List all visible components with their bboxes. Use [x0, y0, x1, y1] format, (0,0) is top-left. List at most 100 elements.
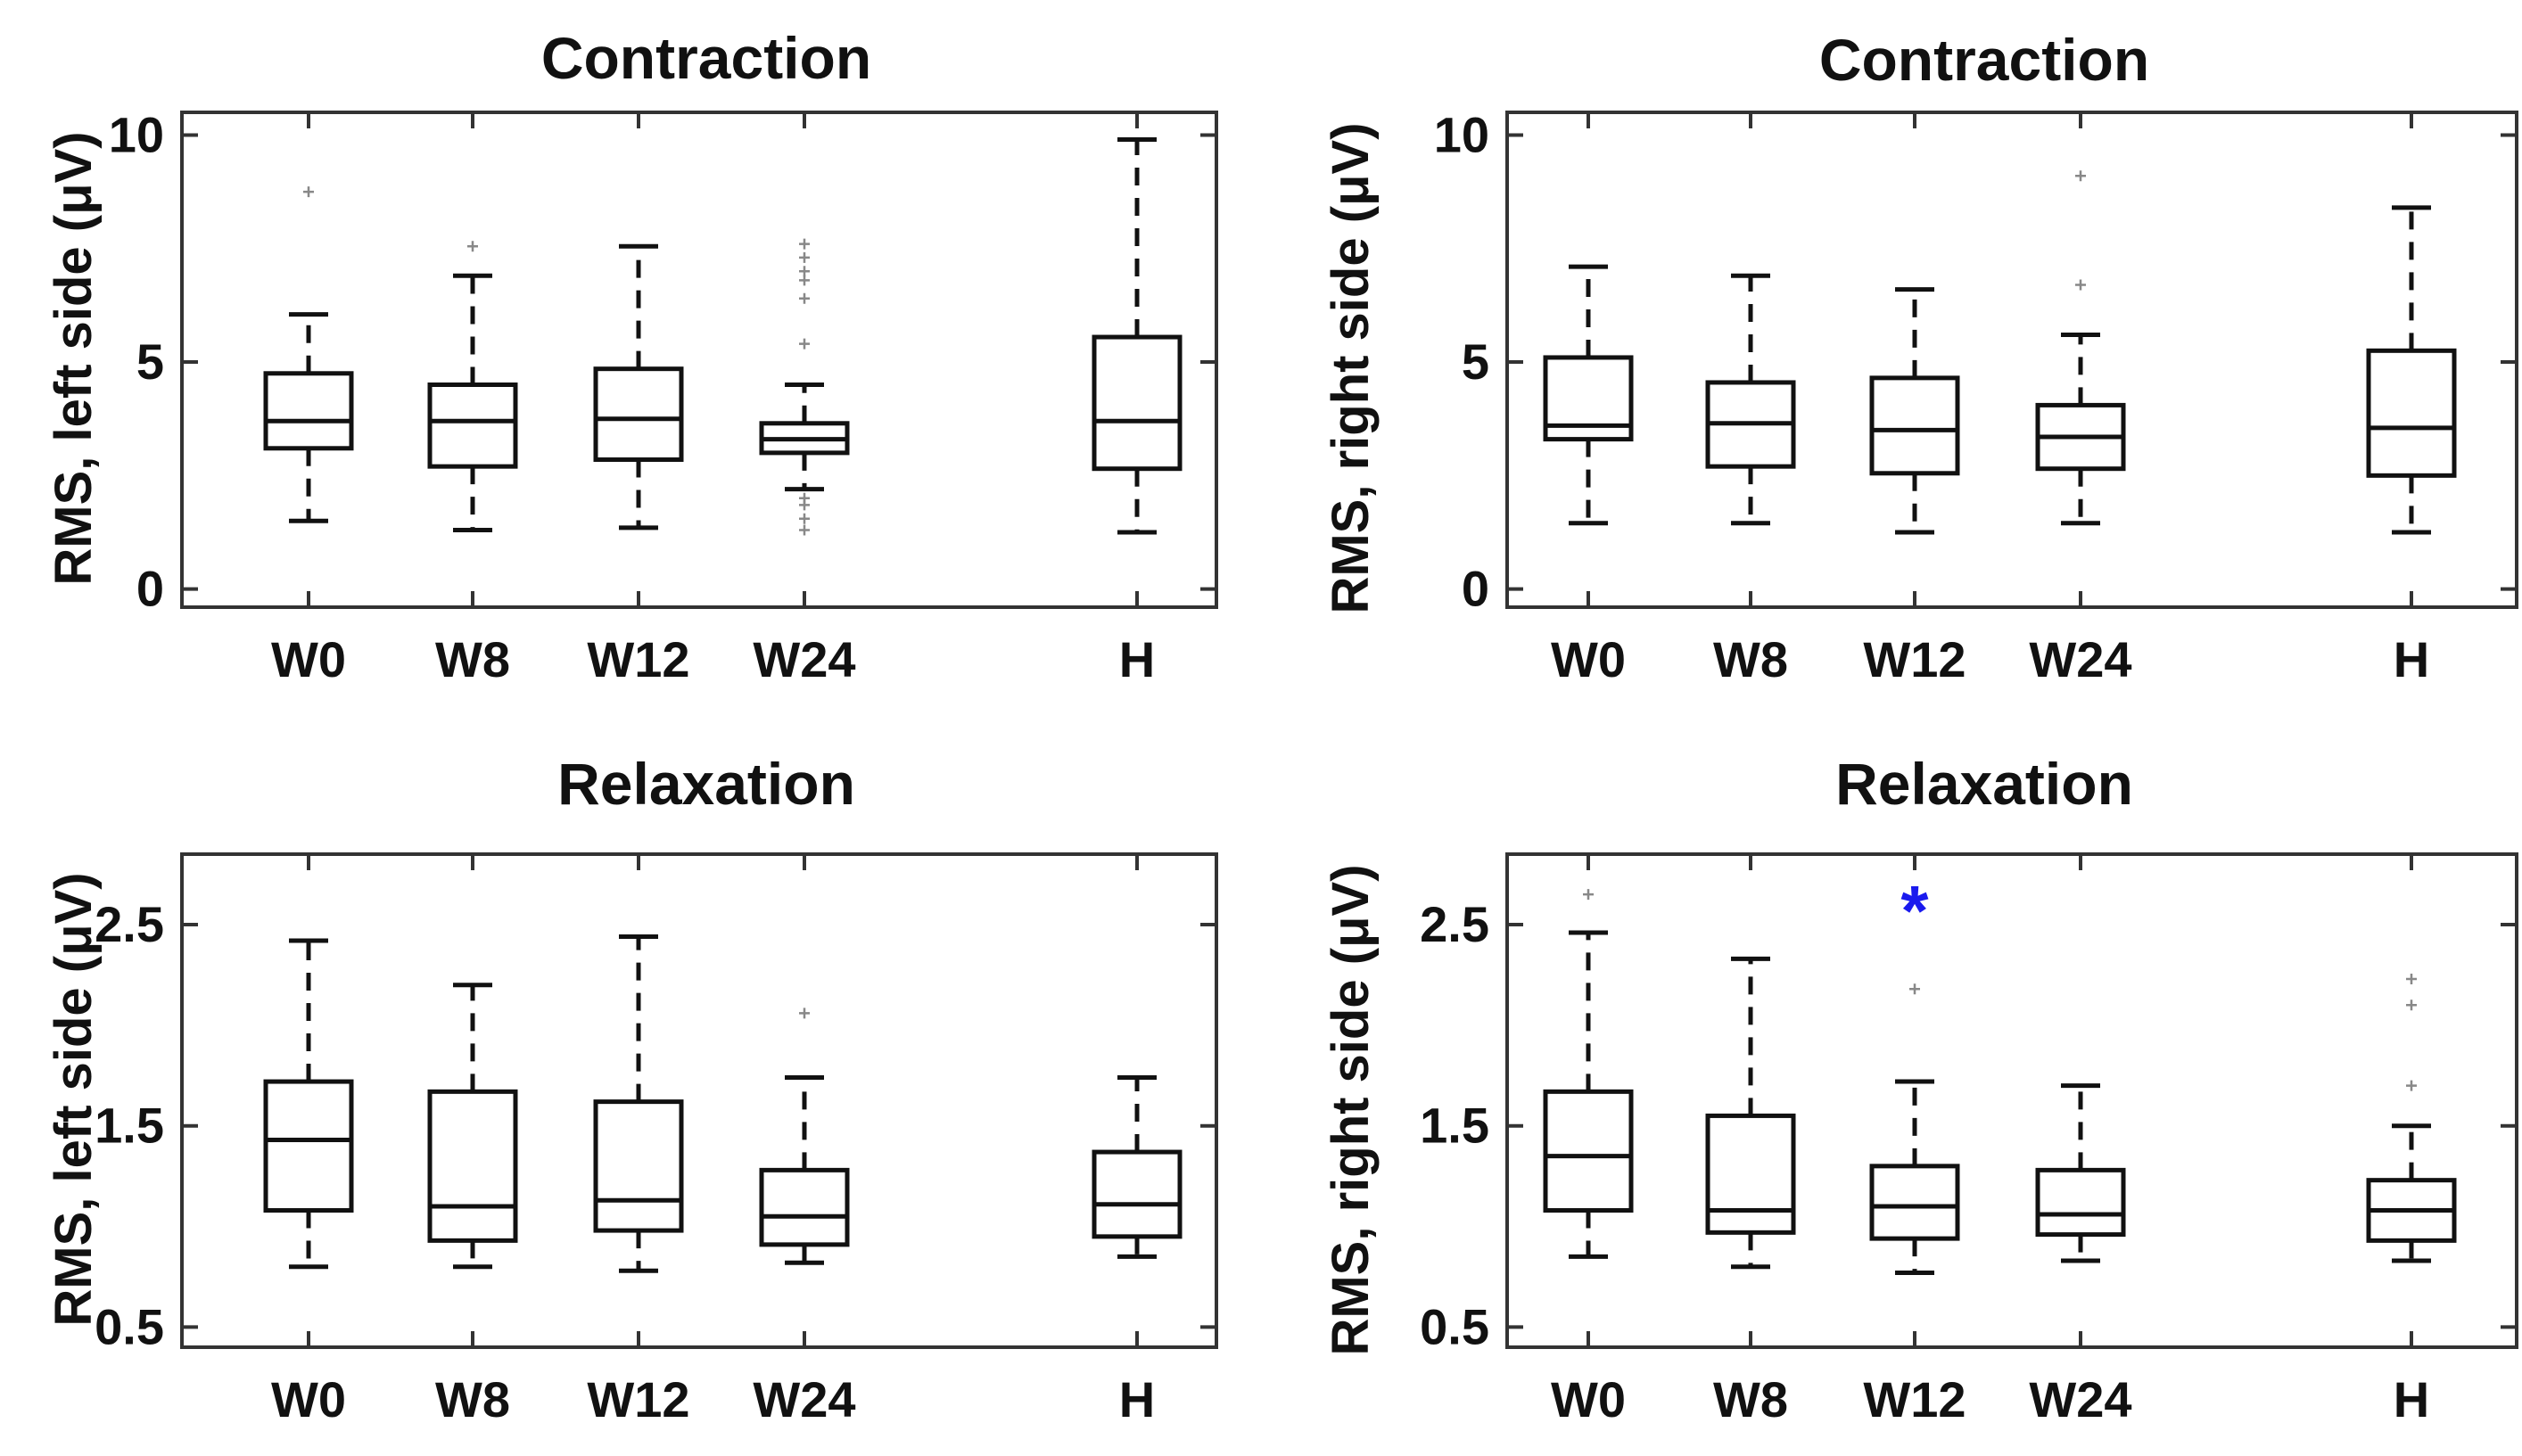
plot-marks: [1543, 170, 2457, 535]
y-tick-label: 5: [136, 333, 164, 390]
y-tick-label: 2.5: [1420, 896, 1489, 952]
iqr-box: [427, 383, 518, 469]
outlier-marker: [799, 513, 810, 524]
y-tick-label: 2.5: [95, 896, 164, 952]
plot-marks: *: [1543, 871, 2457, 1275]
outlier-marker: [2075, 170, 2086, 182]
box-W0: [263, 186, 354, 523]
box-W8: [427, 241, 518, 532]
iqr-box: [263, 1079, 354, 1213]
x-tick-label: W8: [1713, 1371, 1788, 1427]
plot-marks: [263, 934, 1183, 1273]
box-W24: [2035, 1083, 2126, 1263]
y-tick-label: 0: [1462, 561, 1489, 617]
panel-title: Contraction: [1819, 27, 2149, 93]
box-W12: [593, 934, 684, 1273]
x-tick-label: W24: [753, 631, 855, 687]
box-W0: [1543, 889, 1634, 1259]
significance-asterisk: *: [1900, 871, 1929, 950]
iqr-box: [1869, 375, 1960, 476]
outlier-marker: [799, 492, 810, 504]
x-ticks: W0 W8 W12 W24 H: [1551, 112, 2429, 687]
y-tick-label: 0.5: [95, 1298, 164, 1354]
box-H: [2366, 973, 2457, 1263]
iqr-box: [1092, 1149, 1183, 1239]
outlier-marker: [799, 238, 810, 250]
y-tick-label: 10: [109, 106, 164, 162]
x-tick-label: W0: [1551, 631, 1626, 687]
iqr-box: [593, 366, 684, 463]
box-H: [1092, 1075, 1183, 1259]
x-tick-label: W12: [587, 631, 689, 687]
iqr-box: [759, 1167, 850, 1247]
outlier-marker: [799, 1008, 810, 1019]
y-tick-label: 10: [1434, 106, 1489, 162]
y-tick-label: 1.5: [1420, 1098, 1489, 1154]
x-tick-label: H: [2394, 1371, 2429, 1427]
outlier-marker: [799, 292, 810, 304]
panel-title: Relaxation: [557, 751, 855, 817]
outlier-marker: [799, 524, 810, 536]
outlier-marker: [467, 241, 478, 252]
iqr-box: [1092, 334, 1183, 472]
outlier-marker: [799, 275, 810, 286]
box-W8: [1705, 273, 1796, 526]
x-tick-label: W24: [2029, 631, 2131, 687]
box-W12: [1869, 983, 1960, 1275]
plot-marks: [263, 137, 1183, 536]
x-tick-label: W12: [1863, 1371, 1966, 1427]
x-ticks: W0 W8 W12 W24 H: [271, 854, 1155, 1427]
x-tick-label: H: [1119, 631, 1155, 687]
x-tick-label: H: [2394, 631, 2429, 687]
y-axis-label: RMS, right side (μV): [1322, 864, 1380, 1355]
outlier-marker: [799, 266, 810, 277]
box-W24: [2035, 170, 2126, 526]
axes-frame: [180, 111, 1218, 609]
panel-relaxation-left: Relaxation RMS, left side (μV) 0.5 1.5 2.5…: [45, 751, 1218, 1427]
x-tick-label: W8: [435, 631, 510, 687]
iqr-box: [2035, 1167, 2126, 1238]
y-axis-label: RMS, right side (μV): [1322, 122, 1380, 613]
axes-frame: [1505, 852, 2518, 1349]
x-tick-label: W12: [1863, 631, 1966, 687]
outlier-marker: [303, 186, 314, 198]
y-ticks: 0.5 1.5 2.5: [1420, 896, 2517, 1354]
box-W24: [759, 238, 850, 536]
box-W0: [1543, 264, 1634, 526]
outlier-marker: [1909, 983, 1920, 995]
y-tick-label: 5: [1462, 333, 1489, 390]
outlier-marker: [799, 338, 810, 350]
iqr-box: [1543, 1089, 1634, 1213]
panel-contraction-right: Contraction RMS, right side (μV) 0 5 10 W0…: [1322, 27, 2518, 687]
x-tick-label: W12: [587, 1371, 689, 1427]
iqr-box: [263, 371, 354, 451]
y-tick-label: 1.5: [95, 1098, 164, 1154]
x-ticks: W0 W8 W12 W24 H: [271, 112, 1155, 687]
outlier-marker: [2406, 999, 2417, 1011]
panel-title: Relaxation: [1835, 751, 2133, 817]
outlier-marker: [2075, 279, 2086, 291]
box-W0: [263, 938, 354, 1270]
box-W8: [427, 983, 518, 1270]
iqr-box: [2366, 348, 2457, 478]
y-tick-label: 0: [136, 561, 164, 617]
outlier-marker: [2406, 1080, 2417, 1091]
x-tick-label: W8: [1713, 631, 1788, 687]
iqr-box: [1705, 1113, 1796, 1235]
x-ticks: W0 W8 W12 W24 H: [1551, 854, 2429, 1427]
y-tick-label: 0.5: [1420, 1298, 1489, 1354]
x-tick-label: W8: [435, 1371, 510, 1427]
y-ticks: 0.5 1.5 2.5: [95, 896, 1216, 1354]
box-W12: [593, 243, 684, 531]
box-W24: [759, 1008, 850, 1265]
panel-relaxation-right: Relaxation RMS, right side (μV) * 0.5 1.5…: [1322, 751, 2518, 1427]
x-tick-label: W0: [1551, 1371, 1626, 1427]
x-tick-label: H: [1119, 1371, 1155, 1427]
iqr-box: [1543, 355, 1634, 442]
y-ticks: 0 5 10: [1434, 106, 2517, 617]
outlier-marker: [2406, 973, 2417, 984]
y-axis-label: RMS, left side (μV): [45, 872, 103, 1326]
